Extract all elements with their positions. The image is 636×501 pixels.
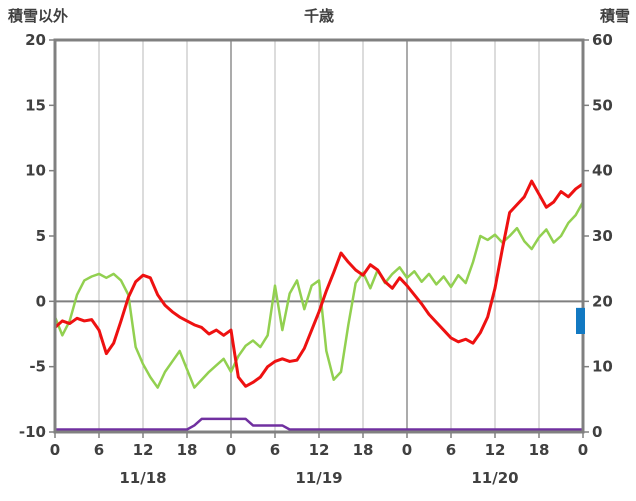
right-axis-tick-label: 10	[592, 358, 613, 376]
x-axis-tick-label: 18	[177, 441, 198, 459]
x-axis-tick-label: 6	[94, 441, 104, 459]
x-axis-tick-label: 12	[309, 441, 330, 459]
x-axis-tick-label: 18	[529, 441, 550, 459]
x-axis-tick-label: 0	[402, 441, 412, 459]
right-axis-tick-label: 50	[592, 96, 613, 114]
chart-title: 千歳	[303, 7, 335, 25]
date-label: 11/19	[295, 469, 342, 487]
left-axis-title: 積雪以外	[8, 7, 69, 25]
green-series-line	[53, 200, 585, 389]
x-axis-tick-label: 6	[270, 441, 280, 459]
snow-marker-bar	[576, 307, 585, 334]
left-axis-tick-label: 0	[36, 292, 46, 310]
x-axis-tick-label: 0	[578, 441, 588, 459]
x-axis-tick-label: 12	[133, 441, 154, 459]
snow-depth-line	[53, 417, 585, 431]
right-axis-title: 積雪	[599, 7, 630, 25]
right-axis-tick-label: 20	[592, 292, 613, 310]
left-axis-tick-label: 15	[25, 96, 46, 114]
right-axis-tick-label: 40	[592, 162, 613, 180]
right-axis-tick-label: 30	[592, 227, 613, 245]
date-label: 11/20	[471, 469, 518, 487]
right-axis-tick-label: 0	[592, 423, 602, 441]
left-axis-tick-label: 5	[36, 227, 46, 245]
temperature-line	[53, 179, 585, 388]
x-axis-tick-label: 12	[485, 441, 506, 459]
x-axis-tick-label: 0	[50, 441, 60, 459]
x-axis-tick-label: 6	[446, 441, 456, 459]
left-axis-tick-label: 20	[25, 31, 46, 49]
right-axis-tick-label: 60	[592, 31, 613, 49]
left-axis-tick-label: -5	[29, 358, 46, 376]
x-axis-tick-label: 0	[226, 441, 236, 459]
date-label: 11/18	[119, 469, 166, 487]
left-axis-tick-label: -10	[19, 423, 46, 441]
x-axis-tick-label: 18	[353, 441, 374, 459]
left-axis-tick-label: 10	[25, 162, 46, 180]
